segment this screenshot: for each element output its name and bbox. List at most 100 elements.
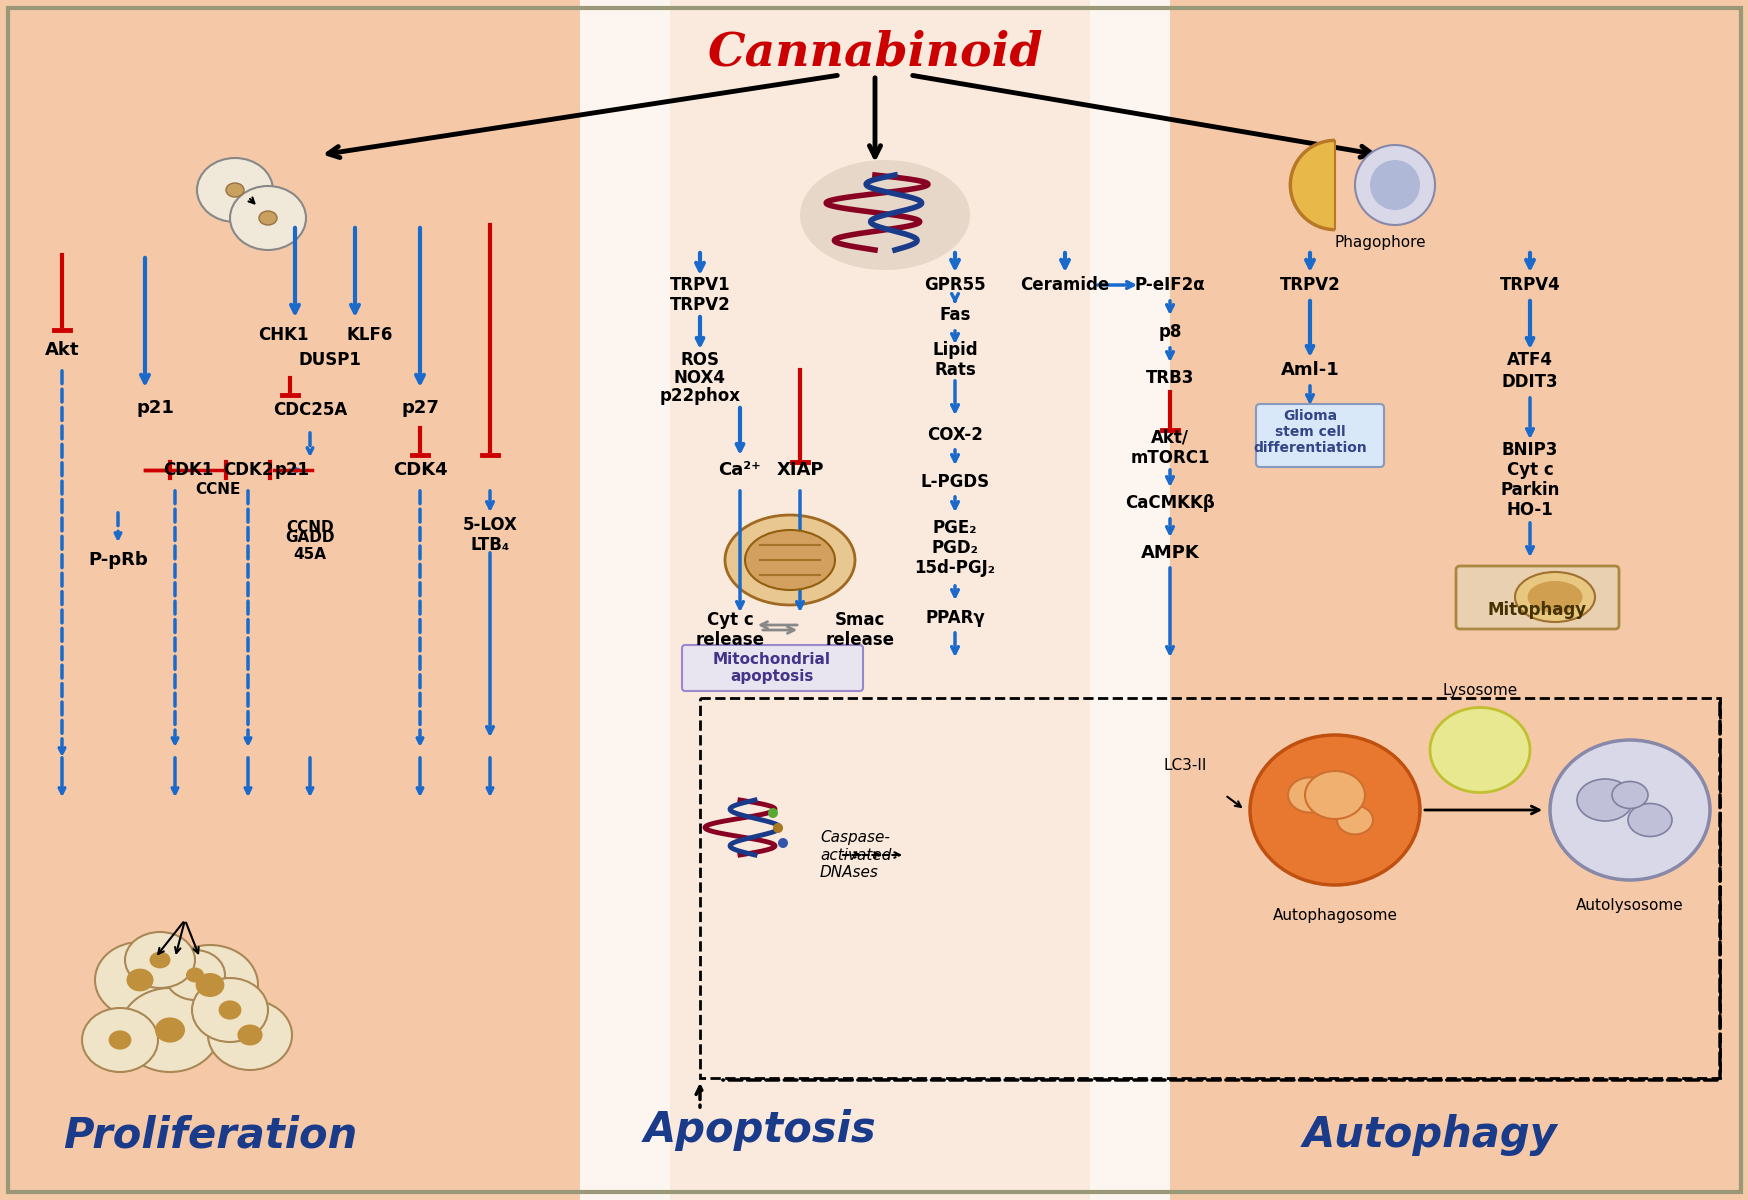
Text: GADD
45A: GADD 45A [285, 529, 334, 562]
Text: Proliferation: Proliferation [63, 1114, 357, 1156]
Text: P-eIF2α: P-eIF2α [1134, 276, 1204, 294]
Text: CDC25A: CDC25A [273, 401, 346, 419]
Text: XIAP: XIAP [776, 461, 823, 479]
FancyBboxPatch shape [1169, 0, 1748, 1200]
Text: p8: p8 [1157, 323, 1182, 341]
Ellipse shape [1287, 778, 1332, 812]
Text: TRPV1: TRPV1 [669, 276, 731, 294]
Text: Glioma
stem cell
differentiation: Glioma stem cell differentiation [1252, 409, 1367, 455]
Ellipse shape [1304, 770, 1363, 818]
Text: Lysosome: Lysosome [1442, 683, 1517, 698]
FancyBboxPatch shape [682, 646, 862, 691]
Circle shape [773, 823, 783, 833]
Text: Apoptosis: Apoptosis [643, 1109, 876, 1151]
Text: Autolysosome: Autolysosome [1575, 898, 1683, 913]
Ellipse shape [231, 186, 306, 250]
Text: Autophagosome: Autophagosome [1273, 908, 1397, 923]
Text: 5-LOX: 5-LOX [461, 516, 517, 534]
Text: TRPV2: TRPV2 [1280, 276, 1339, 294]
Ellipse shape [238, 1025, 262, 1045]
Ellipse shape [126, 968, 154, 991]
Ellipse shape [1577, 779, 1633, 821]
Text: Ca²⁺: Ca²⁺ [718, 461, 760, 479]
Ellipse shape [198, 158, 273, 222]
Text: PGD₂: PGD₂ [932, 539, 977, 557]
Text: KLF6: KLF6 [346, 326, 393, 344]
Ellipse shape [192, 978, 267, 1042]
FancyBboxPatch shape [0, 0, 580, 1200]
Ellipse shape [164, 950, 225, 1000]
Ellipse shape [1369, 160, 1419, 210]
Text: Ceramide: Ceramide [1019, 276, 1108, 294]
Text: CCND: CCND [287, 521, 334, 535]
Text: 15d-PGJ₂: 15d-PGJ₂ [914, 559, 995, 577]
Text: PGE₂: PGE₂ [932, 518, 977, 538]
Text: COX-2: COX-2 [926, 426, 982, 444]
Wedge shape [1290, 140, 1334, 229]
Text: p21: p21 [136, 398, 173, 416]
Text: DUSP1: DUSP1 [299, 350, 362, 370]
Text: HO-1: HO-1 [1505, 502, 1552, 518]
Text: p22phox: p22phox [659, 386, 739, 404]
Ellipse shape [124, 932, 194, 988]
Ellipse shape [1335, 805, 1372, 834]
Ellipse shape [1526, 581, 1582, 613]
Text: DDIT3: DDIT3 [1502, 373, 1557, 391]
Ellipse shape [1612, 781, 1647, 809]
Ellipse shape [156, 1018, 185, 1043]
Text: Phagophore: Phagophore [1334, 235, 1425, 250]
FancyBboxPatch shape [669, 0, 1089, 1200]
FancyBboxPatch shape [580, 0, 1169, 1200]
Text: CDK2: CDK2 [222, 461, 273, 479]
Circle shape [778, 838, 788, 848]
Text: Lipid
Rats: Lipid Rats [932, 341, 977, 379]
Ellipse shape [208, 1000, 292, 1070]
Text: ROS: ROS [680, 350, 718, 370]
Text: CaCMKKβ: CaCMKKβ [1124, 494, 1215, 512]
Ellipse shape [149, 952, 170, 968]
Text: Aml-1: Aml-1 [1280, 361, 1339, 379]
Text: TRB3: TRB3 [1145, 370, 1194, 386]
Ellipse shape [218, 1001, 241, 1020]
Text: P-pRb: P-pRb [87, 551, 149, 569]
Text: CHK1: CHK1 [257, 326, 308, 344]
Text: p27: p27 [400, 398, 439, 416]
Ellipse shape [163, 946, 259, 1025]
Text: BNIP3: BNIP3 [1502, 440, 1557, 458]
Ellipse shape [1355, 145, 1433, 226]
Text: NOX4: NOX4 [673, 370, 725, 386]
FancyBboxPatch shape [1255, 404, 1383, 467]
FancyBboxPatch shape [1454, 566, 1619, 629]
Text: p21: p21 [274, 461, 309, 479]
Text: TRPV4: TRPV4 [1498, 276, 1559, 294]
Ellipse shape [1549, 740, 1710, 880]
Text: CCNE: CCNE [196, 482, 241, 498]
Ellipse shape [108, 1031, 131, 1050]
Text: Fas: Fas [939, 306, 970, 324]
Text: AMPK: AMPK [1140, 544, 1199, 562]
Text: L-PGDS: L-PGDS [919, 473, 989, 491]
Text: CDK4: CDK4 [393, 461, 447, 479]
Text: TRPV2: TRPV2 [669, 296, 731, 314]
Ellipse shape [121, 988, 220, 1072]
Ellipse shape [94, 942, 185, 1018]
Text: CDK1: CDK1 [163, 461, 213, 479]
Ellipse shape [1250, 734, 1419, 886]
Ellipse shape [1430, 708, 1530, 792]
Circle shape [767, 808, 778, 818]
Text: Caspase-
activated
DNAses: Caspase- activated DNAses [820, 830, 891, 880]
Ellipse shape [259, 211, 276, 226]
Text: Smac
release: Smac release [825, 611, 893, 649]
Text: Parkin: Parkin [1500, 481, 1559, 499]
Text: ATF4: ATF4 [1507, 350, 1552, 370]
Text: Cyt c: Cyt c [1505, 461, 1552, 479]
Text: Mitophagy: Mitophagy [1486, 601, 1585, 619]
Text: Akt: Akt [45, 341, 79, 359]
Ellipse shape [725, 515, 855, 605]
Text: Mitochondrial
apoptosis: Mitochondrial apoptosis [713, 652, 830, 684]
Text: LC3-II: LC3-II [1162, 757, 1206, 773]
Ellipse shape [799, 160, 970, 270]
Ellipse shape [225, 182, 245, 197]
Ellipse shape [1514, 572, 1594, 622]
Text: PPARγ: PPARγ [925, 608, 984, 626]
